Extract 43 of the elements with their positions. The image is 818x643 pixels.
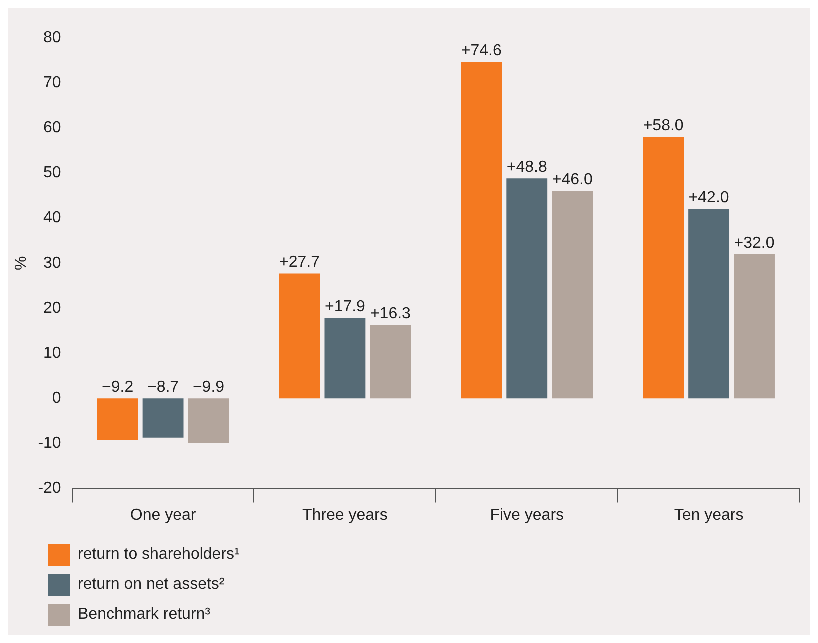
y-axis-title: % [13,256,30,271]
x-tick-label: One year [130,506,197,524]
y-tick-label: 70 [44,74,62,92]
bar [324,318,366,399]
x-tick-label: Three years [302,506,388,524]
data-label: +58.0 [643,118,684,135]
bar [97,398,138,440]
y-tick-label: 10 [44,344,62,362]
y-tick-label: 0 [52,390,62,408]
data-label: −9.2 [102,379,134,396]
bar [688,209,730,399]
y-tick-label: 60 [44,120,62,137]
y-tick-label: -20 [38,480,62,498]
data-label: +17.9 [324,298,366,316]
y-tick-label: 30 [44,254,62,272]
y-tick-label: 40 [44,210,62,227]
y-tick-label: 50 [44,164,62,182]
bar [370,325,412,399]
y-tick-label: 20 [44,300,62,317]
bar [279,274,320,399]
bar [552,191,594,399]
bar [461,62,502,399]
data-label: +74.6 [461,42,502,60]
x-tick-label: Five years [490,506,564,524]
legend-label: return on net assets² [78,576,225,594]
data-label: −8.7 [147,379,180,396]
legend-label: return to shareholders¹ [78,546,240,564]
bar [734,254,775,399]
bar [142,398,184,438]
data-label: +16.3 [370,306,412,323]
y-tick-label: -10 [38,435,62,452]
bar [506,178,548,399]
data-label: +32.0 [734,234,775,252]
y-tick-label: 80 [44,29,62,46]
data-label: +46.0 [552,172,593,189]
data-label: +48.8 [506,159,548,176]
data-label: +42.0 [688,190,730,207]
data-label: +27.7 [279,254,320,272]
bar [188,398,230,444]
legend-label: Benchmark return³ [78,606,210,624]
x-tick-label: Ten years [674,506,744,524]
data-label: −9.9 [192,379,225,396]
bar [643,137,684,399]
